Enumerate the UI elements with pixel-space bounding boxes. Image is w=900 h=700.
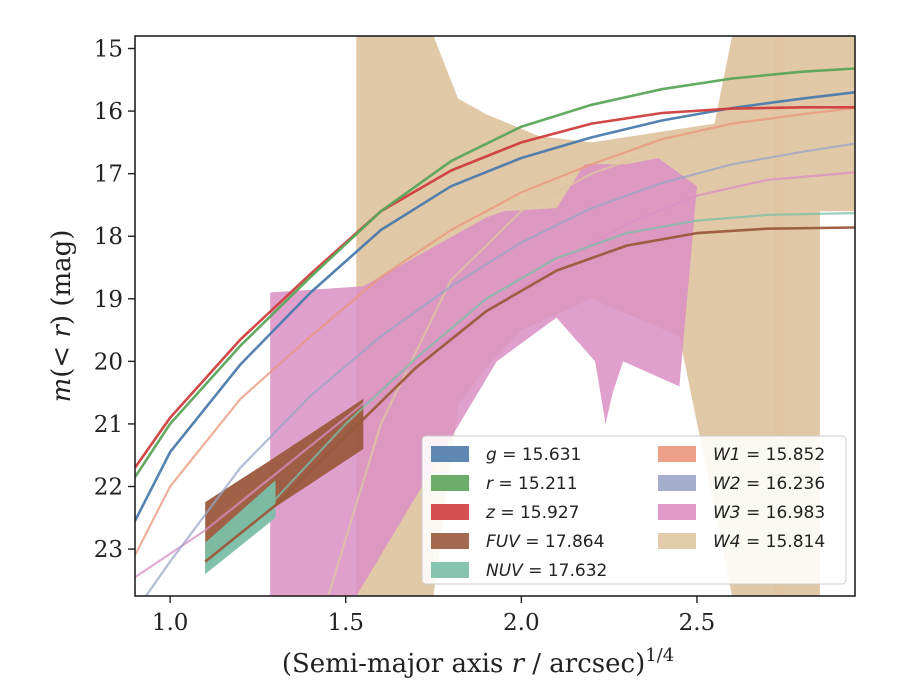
legend-label-g: g = 15.631 xyxy=(486,445,581,465)
legend-box xyxy=(421,435,847,585)
legend-label-w3: W3 = 16.983 xyxy=(713,503,825,523)
legend-label-w2: W2 = 16.236 xyxy=(713,474,825,494)
legend-label-fuv: FUV = 17.864 xyxy=(486,532,604,552)
y-tick-label: 21 xyxy=(94,412,123,438)
legend-label-nuv: NUV = 17.632 xyxy=(486,561,607,581)
series-lines xyxy=(135,67,855,596)
x-axis-label: (Semi-major axis r / arcsec)1/4 xyxy=(282,645,674,679)
legend-label-w1: W1 = 15.852 xyxy=(713,445,825,465)
series-line-nuv xyxy=(204,212,855,569)
x-tick-label: 1.5 xyxy=(327,610,364,636)
band-w3 xyxy=(270,158,697,596)
legend: g = 15.631 r = 15.211 z = 15.927 FUV = 17.8… xyxy=(421,435,847,585)
x-tick-label: 2.5 xyxy=(679,610,716,636)
legend-swatch-r xyxy=(431,475,469,491)
series-line-w2 xyxy=(144,142,855,596)
legend-label-w4: W4 = 15.814 xyxy=(713,532,825,552)
legend-swatch-w4 xyxy=(658,533,696,549)
series-line-z xyxy=(135,106,855,469)
legend-label-r: r = 15.211 xyxy=(486,474,578,494)
legend-swatch-z xyxy=(431,504,469,520)
series-line-w1 xyxy=(135,106,855,556)
x-tick-label: 2.0 xyxy=(503,610,540,636)
plot-frame xyxy=(134,35,856,597)
y-tick-label: 23 xyxy=(94,537,123,563)
y-axis-label: m(< r) (mag) xyxy=(47,230,77,403)
legend-label-z: z = 15.927 xyxy=(485,503,579,523)
x-tick-label: 1.0 xyxy=(152,610,189,636)
y-tick-label: 22 xyxy=(94,475,123,501)
axis-ticks: 1.0 1.5 2.0 2.5 15 16 17 18 19 20 21 22 23 xyxy=(94,37,716,636)
legend-swatch-g xyxy=(431,446,469,462)
y-tick-label: 20 xyxy=(94,349,123,375)
legend-swatch-w3 xyxy=(658,504,696,520)
legend-swatch-nuv xyxy=(431,562,469,578)
series-line-r xyxy=(135,67,855,478)
legend-swatch-fuv xyxy=(431,533,469,549)
y-tick-label: 16 xyxy=(94,99,123,125)
y-tick-label: 15 xyxy=(94,37,123,63)
y-tick-label: 19 xyxy=(94,287,123,313)
legend-swatch-w1 xyxy=(658,446,696,462)
series-line-g xyxy=(135,91,855,522)
series-line-w4 xyxy=(327,97,855,596)
y-tick-label: 17 xyxy=(94,162,123,188)
series-line-fuv xyxy=(204,226,855,563)
legend-swatch-w2 xyxy=(658,475,696,491)
y-tick-label: 18 xyxy=(94,224,123,250)
